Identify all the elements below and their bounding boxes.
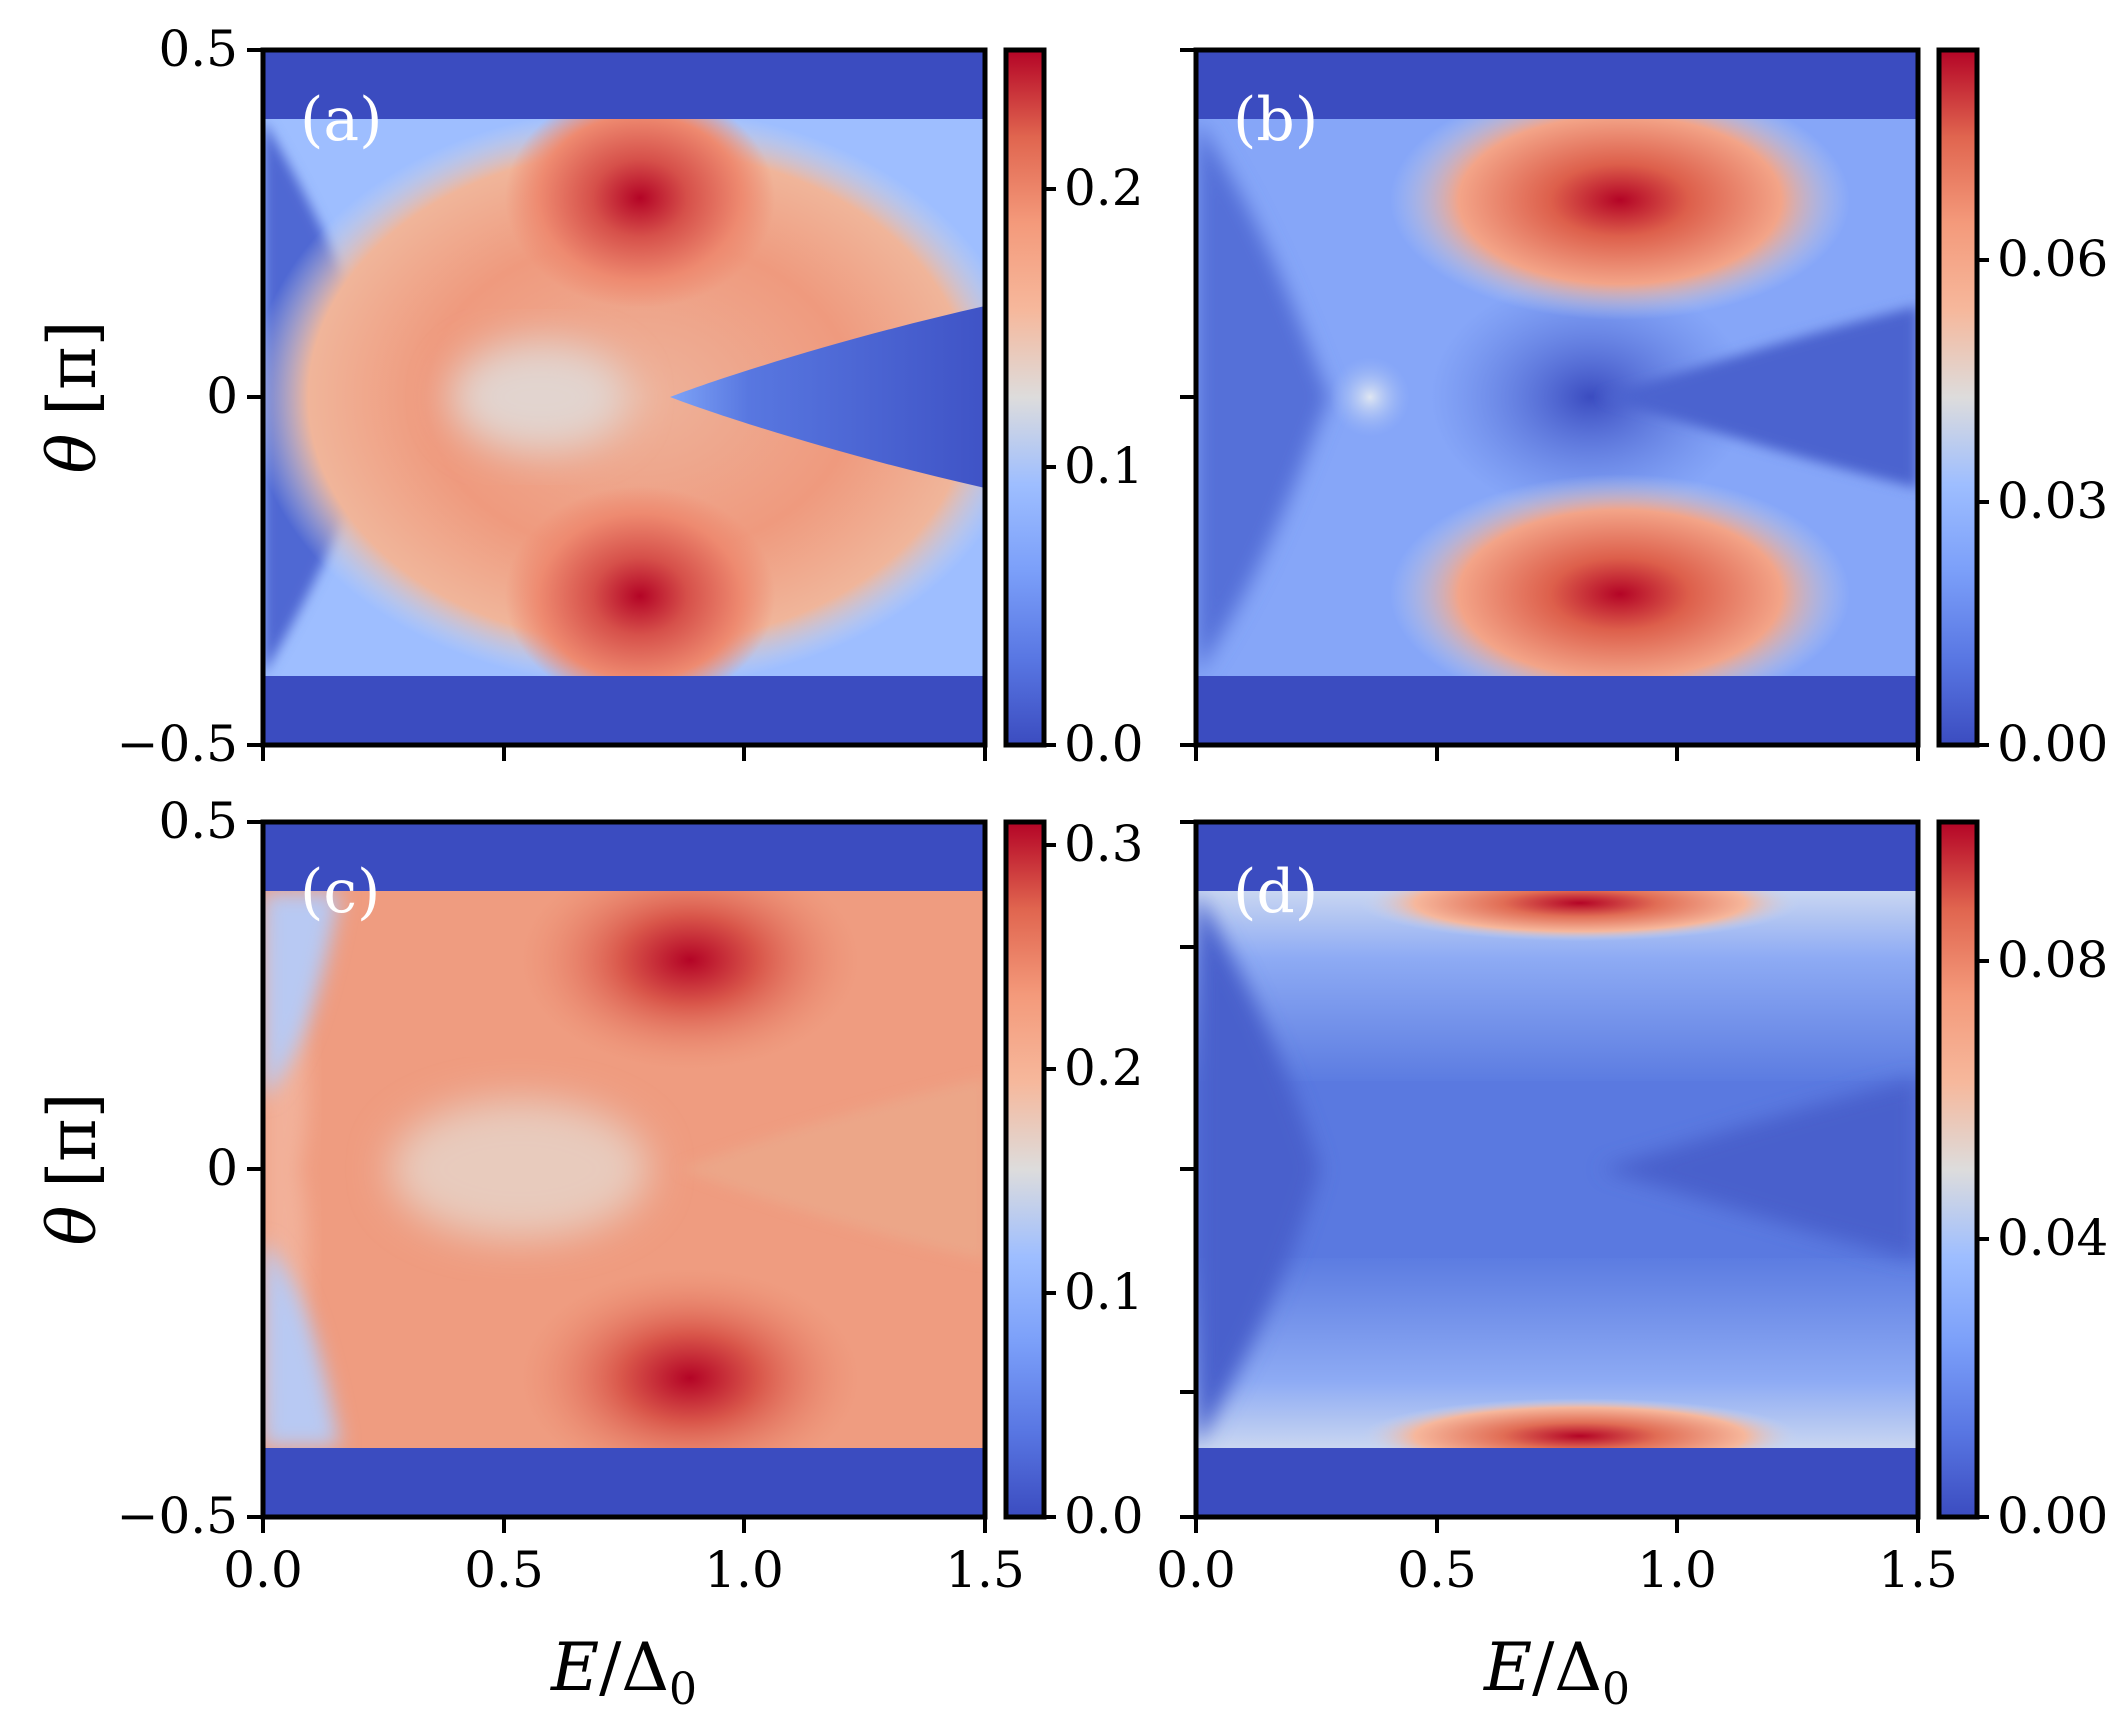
- colorbar-c-tick-2: 0.2: [1064, 1039, 1144, 1097]
- y-ticks-d: [1180, 820, 1196, 1519]
- panel-tag-d: (d): [1233, 857, 1318, 927]
- x-tick-label-d-3: 1.5: [1878, 1541, 1958, 1599]
- heatmap-image-d: [1196, 822, 1918, 1517]
- x-tick-label-c-3: 1.5: [945, 1541, 1025, 1599]
- x-ticks-a: [261, 745, 987, 761]
- heatmap-panel-b: (b) 0.00 0.03 0.06: [1180, 47, 2108, 773]
- y-ticks-a: [247, 48, 263, 747]
- heatmap-panel-a: (a) 0.5 0 −0.5 0.0 0.1 0.2: [117, 20, 1144, 773]
- y-axis-label-bottom: θ[π]: [34, 1093, 111, 1246]
- y-ticks-b: [1180, 48, 1196, 747]
- x-tick-label-d-0: 0.0: [1156, 1541, 1236, 1599]
- heatmap-panel-c: (c) 0.5 0 −0.5 0.0 0.5 1.0 1.5 0.0 0.1 0…: [117, 792, 1144, 1599]
- colorbar-frame-d: [1936, 819, 1980, 1520]
- colorbar-d-tick-2: 0.08: [1997, 931, 2108, 989]
- panel-tag-c: (c): [300, 857, 380, 927]
- colorbar-c-tick-0: 0.0: [1064, 1487, 1144, 1545]
- colorbar-frame-a: [1003, 47, 1047, 748]
- svg-text:θ[π]: θ[π]: [34, 1093, 111, 1246]
- heatmap-image-b: [1196, 50, 1918, 745]
- y-tick-label-c-top: 0.5: [158, 792, 238, 850]
- colorbar-c-tick-1: 0.1: [1064, 1263, 1144, 1321]
- y-tick-label-a-bottom: −0.5: [117, 715, 238, 773]
- colorbar-b-tick-2: 0.06: [1997, 230, 2108, 288]
- x-tick-label-c-1: 0.5: [464, 1541, 544, 1599]
- x-ticks-d: [1194, 1517, 1920, 1533]
- colorbar-a-tick-1: 0.1: [1064, 437, 1144, 495]
- colorbar-frame-b: [1936, 47, 1980, 748]
- colorbar-c: [1006, 822, 1044, 1517]
- colorbar-frame-c: [1003, 819, 1047, 1520]
- colorbar-a-tick-2: 0.2: [1064, 159, 1144, 217]
- y-ticks-c: [247, 820, 263, 1519]
- y-tick-label-a-top: 0.5: [158, 20, 238, 78]
- y-tick-label-a-mid: 0: [206, 367, 238, 425]
- colorbar-b-tick-0: 0.00: [1997, 715, 2108, 773]
- panel-tag-b: (b): [1233, 85, 1318, 155]
- colorbar-d: [1939, 822, 1977, 1517]
- heatmap-image-c: [263, 822, 985, 1517]
- y-tick-label-c-mid: 0: [206, 1139, 238, 1197]
- colorbar-a: [1006, 50, 1044, 745]
- y-tick-label-c-bottom: −0.5: [117, 1487, 238, 1545]
- x-tick-label-d-1: 0.5: [1397, 1541, 1477, 1599]
- heatmap-image-a: [263, 50, 985, 745]
- x-axis-label-left: E/Δ0: [550, 1629, 697, 1715]
- x-ticks-b: [1194, 745, 1920, 761]
- x-tick-label-d-2: 1.0: [1637, 1541, 1717, 1599]
- x-tick-label-c-0: 0.0: [223, 1541, 303, 1599]
- colorbar-a-tick-0: 0.0: [1064, 715, 1144, 773]
- x-ticks-c: [261, 1517, 987, 1533]
- svg-text:θ[π]: θ[π]: [34, 321, 111, 474]
- colorbar-d-tick-0: 0.00: [1997, 1487, 2108, 1545]
- heatmap-panel-d: (d) 0.0 0.5 1.0 1.5 0.00 0.04 0.08: [1156, 819, 2108, 1599]
- x-axis-label-right: E/Δ0: [1483, 1629, 1630, 1715]
- y-axis-label-top: θ[π]: [34, 321, 111, 474]
- x-tick-label-c-2: 1.0: [704, 1541, 784, 1599]
- panel-tag-a: (a): [300, 85, 383, 155]
- colorbar-d-tick-1: 0.04: [1997, 1209, 2108, 1267]
- colorbar-b-tick-1: 0.03: [1997, 472, 2108, 530]
- colorbar-b: [1939, 50, 1977, 745]
- colorbar-c-tick-3: 0.3: [1064, 815, 1144, 873]
